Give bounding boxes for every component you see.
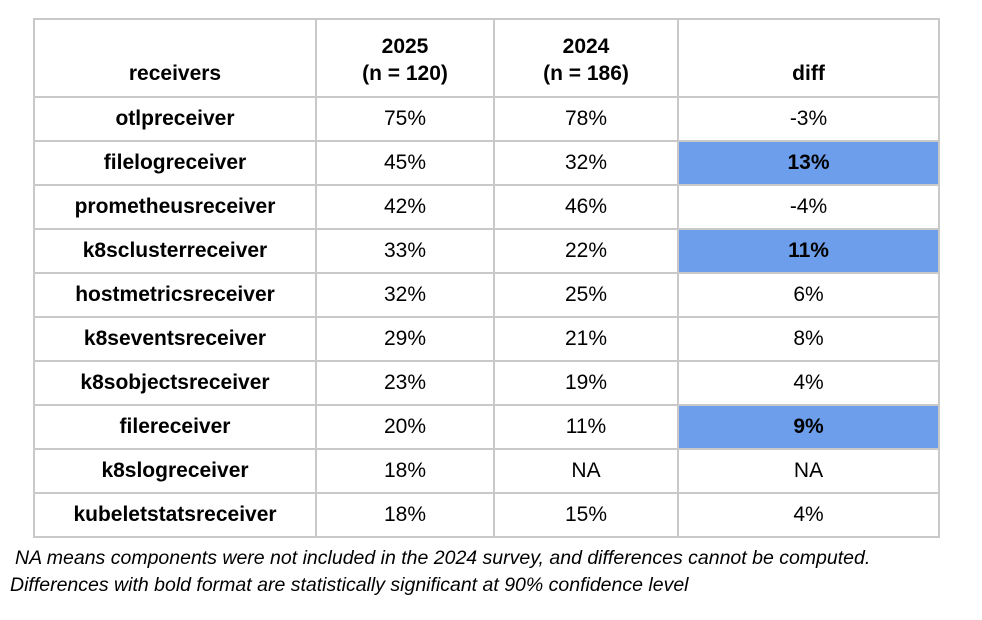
header-label-2025: 2025: [381, 35, 429, 58]
table-row: otlpreceiver 75% 78% -3%: [33, 96, 940, 142]
cell-diff-value: 6%: [677, 272, 940, 318]
cell-diff-value: 11%: [677, 228, 940, 274]
footnotes: NA means components were not included in…: [0, 545, 982, 599]
cell-diff-value: -3%: [677, 96, 940, 142]
cell-2025-value: 23%: [315, 360, 495, 406]
cell-2025-value: 32%: [315, 272, 495, 318]
header-label-receivers: receivers: [128, 62, 222, 85]
cell-receiver-name: k8slogreceiver: [33, 448, 317, 494]
column-header-receivers: receivers: [33, 18, 317, 98]
cell-2024-value: 25%: [493, 272, 679, 318]
cell-2025-value: 18%: [315, 492, 495, 538]
cell-2024-value: 11%: [493, 404, 679, 450]
table-row: prometheusreceiver 42% 46% -4%: [33, 184, 940, 230]
cell-2024-value: 19%: [493, 360, 679, 406]
table-row: k8slogreceiver 18% NA NA: [33, 448, 940, 494]
cell-receiver-name: kubeletstatsreceiver: [33, 492, 317, 538]
cell-2025-value: 33%: [315, 228, 495, 274]
header-sublabel-2024-n: (n = 186): [543, 62, 629, 85]
table-row: hostmetricsreceiver 32% 25% 6%: [33, 272, 940, 318]
header-label-2024: 2024: [562, 35, 610, 58]
cell-receiver-name: hostmetricsreceiver: [33, 272, 317, 318]
note-significance: Differences with bold format are statist…: [10, 574, 689, 596]
cell-diff-value: 4%: [677, 360, 940, 406]
cell-2024-value: 22%: [493, 228, 679, 274]
header-sublabel-2025-n: (n = 120): [362, 62, 448, 85]
table-row: kubeletstatsreceiver 18% 15% 4%: [33, 492, 940, 538]
table-row: k8sclusterreceiver 33% 22% 11%: [33, 228, 940, 274]
cell-2025-value: 18%: [315, 448, 495, 494]
column-header-2024: 2024 (n = 186): [493, 18, 679, 98]
table-row: filereceiver 20% 11% 9%: [33, 404, 940, 450]
receivers-comparison-table: receivers 2025 (n = 120) 2024 (n = 186) …: [33, 18, 940, 538]
cell-2024-value: 15%: [493, 492, 679, 538]
cell-diff-value: 4%: [677, 492, 940, 538]
cell-receiver-name: filelogreceiver: [33, 140, 317, 186]
cell-receiver-name: k8sobjectsreceiver: [33, 360, 317, 406]
cell-receiver-name: k8sclusterreceiver: [33, 228, 317, 274]
cell-2024-value: 46%: [493, 184, 679, 230]
cell-2025-value: 42%: [315, 184, 495, 230]
cell-receiver-name: otlpreceiver: [33, 96, 317, 142]
header-row: receivers 2025 (n = 120) 2024 (n = 186) …: [33, 18, 940, 98]
table-body: otlpreceiver 75% 78% -3% filelogreceiver…: [33, 96, 940, 538]
cell-2024-value: 32%: [493, 140, 679, 186]
cell-diff-value: 8%: [677, 316, 940, 362]
cell-receiver-name: k8seventsreceiver: [33, 316, 317, 362]
table-row: k8sobjectsreceiver 23% 19% 4%: [33, 360, 940, 406]
cell-2024-value: NA: [493, 448, 679, 494]
header-label-diff: diff: [792, 62, 825, 85]
cell-2025-value: 75%: [315, 96, 495, 142]
cell-2025-value: 29%: [315, 316, 495, 362]
table-row: filelogreceiver 45% 32% 13%: [33, 140, 940, 186]
cell-2024-value: 78%: [493, 96, 679, 142]
cell-diff-value: 13%: [677, 140, 940, 186]
cell-diff-value: 9%: [677, 404, 940, 450]
note-na-explanation: NA means components were not included in…: [15, 547, 871, 569]
cell-2025-value: 20%: [315, 404, 495, 450]
cell-receiver-name: filereceiver: [33, 404, 317, 450]
cell-receiver-name: prometheusreceiver: [33, 184, 317, 230]
table-row: k8seventsreceiver 29% 21% 8%: [33, 316, 940, 362]
column-header-diff: diff: [677, 18, 940, 98]
cell-diff-value: NA: [677, 448, 940, 494]
cell-diff-value: -4%: [677, 184, 940, 230]
column-header-2025: 2025 (n = 120): [315, 18, 495, 98]
cell-2024-value: 21%: [493, 316, 679, 362]
cell-2025-value: 45%: [315, 140, 495, 186]
